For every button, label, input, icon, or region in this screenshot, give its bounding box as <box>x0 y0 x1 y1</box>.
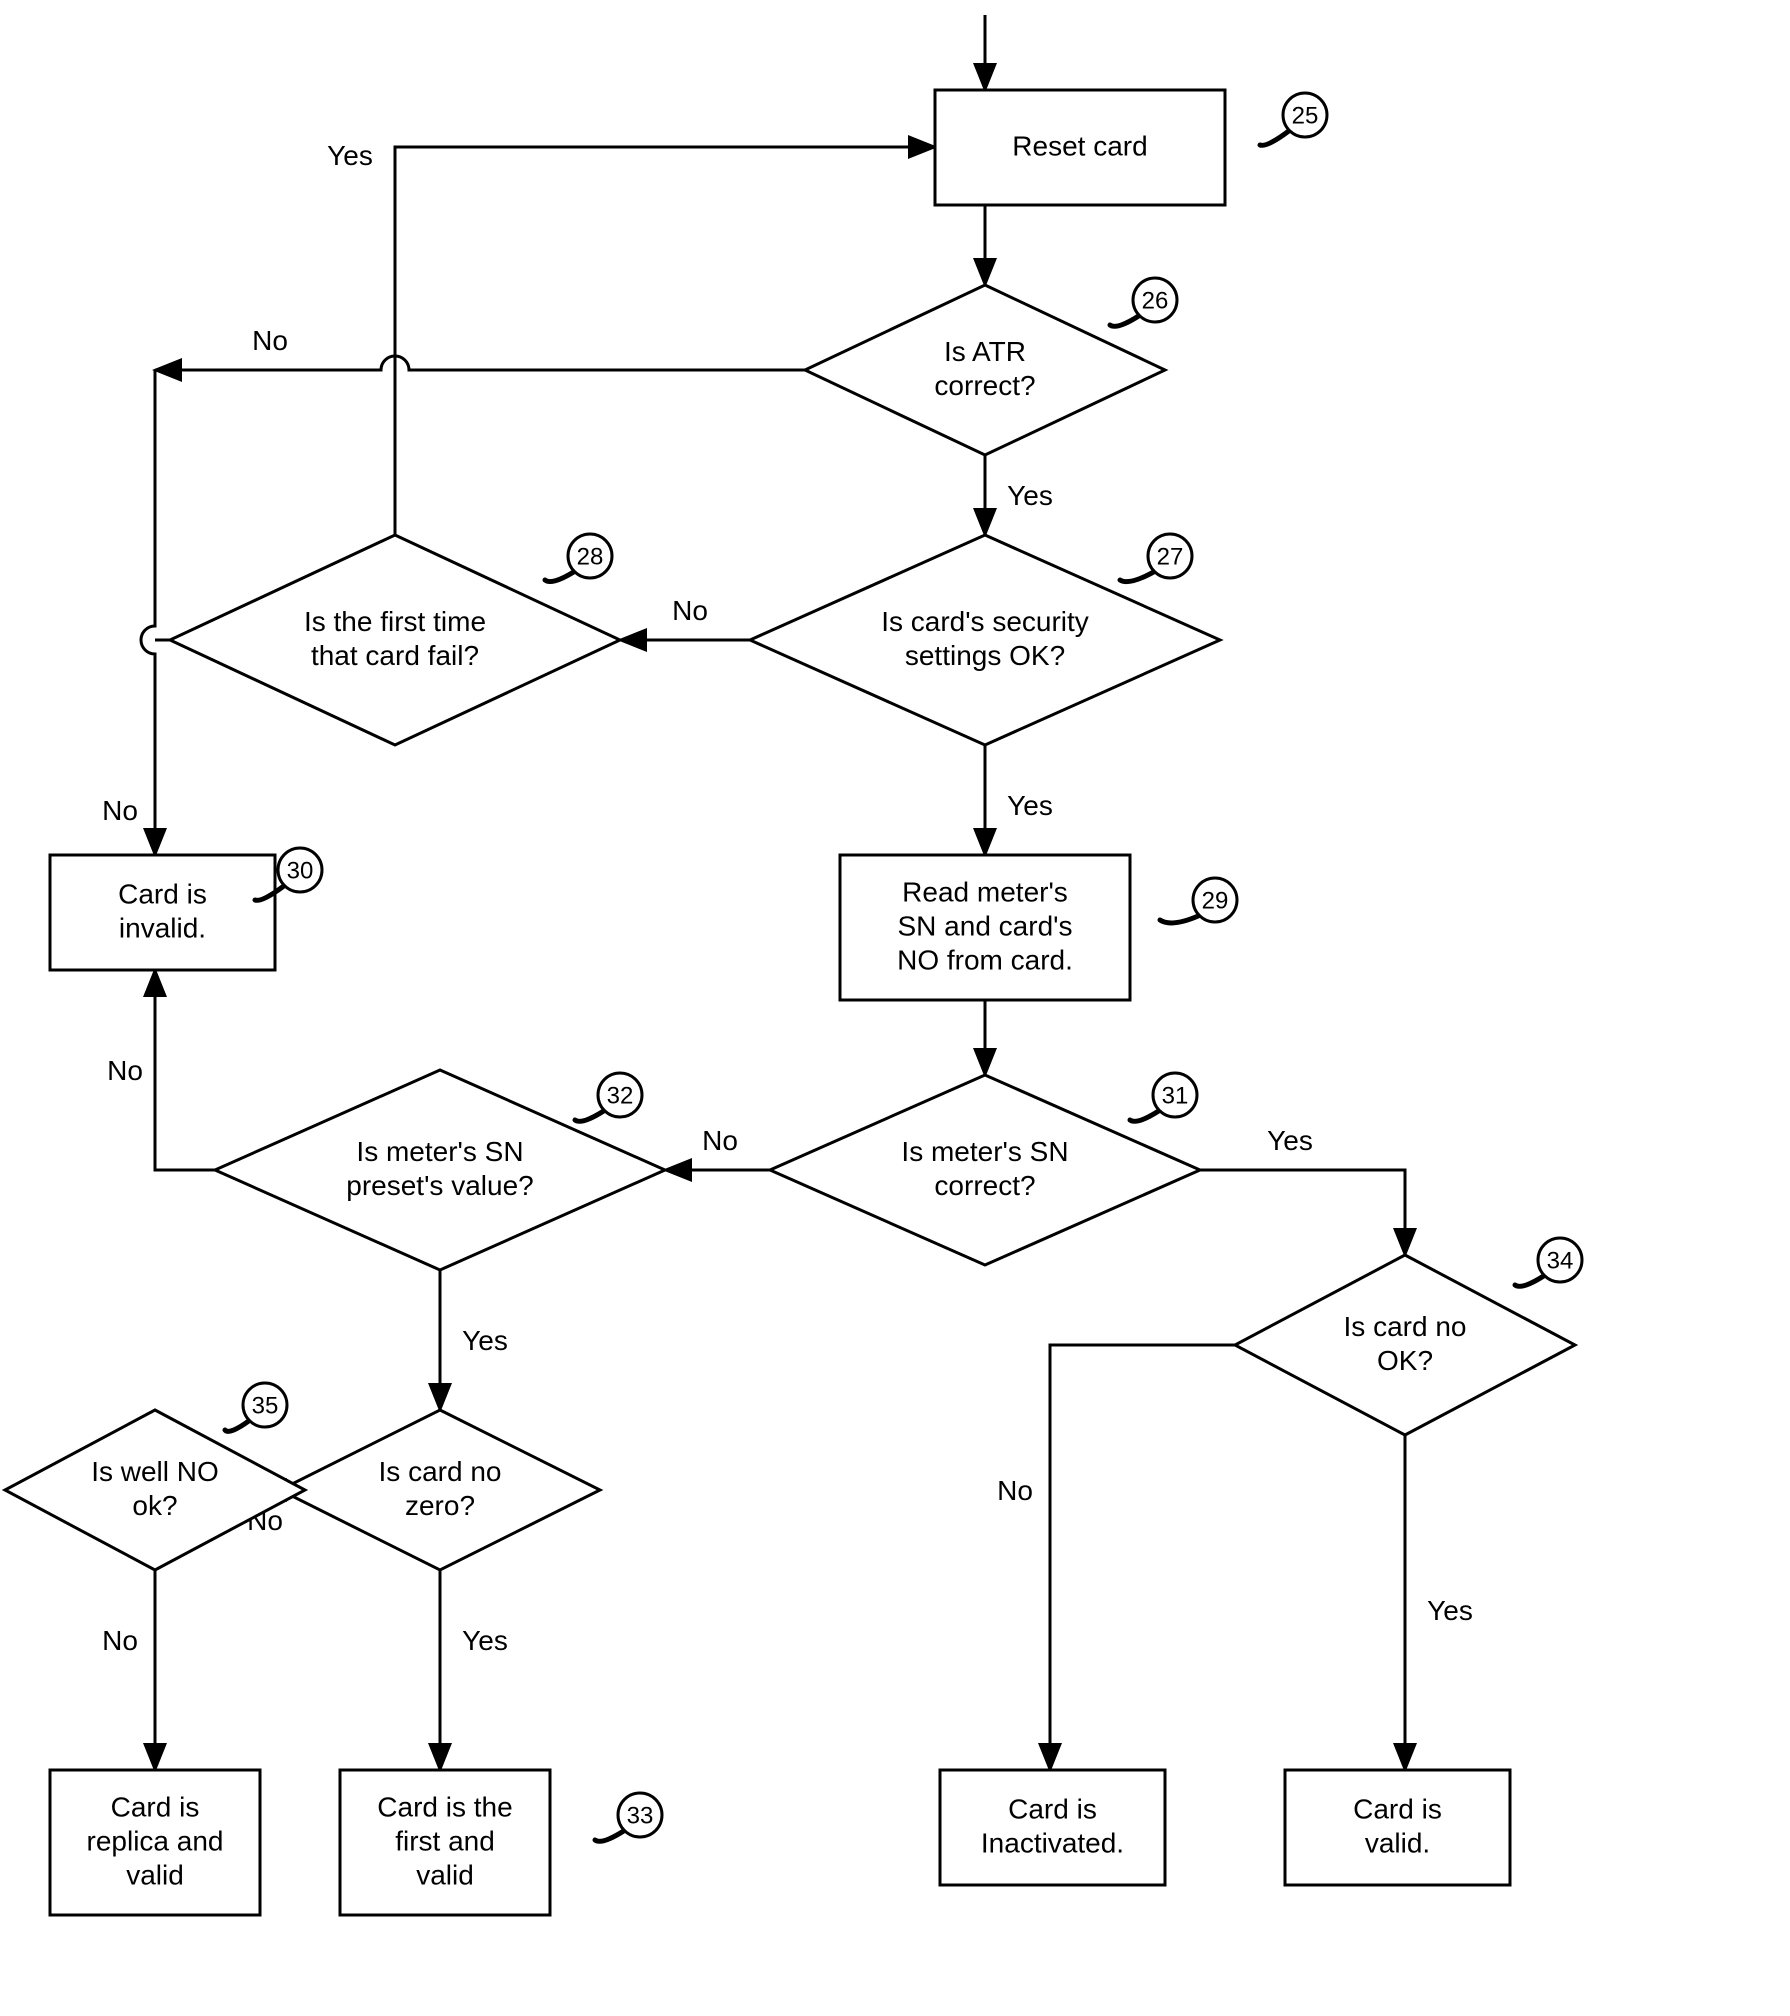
svg-text:32: 32 <box>607 1083 634 1110</box>
node-n28: Is the first timethat card fail? <box>170 535 620 745</box>
ref-marker-28: 28 <box>545 534 612 582</box>
svg-text:33: 33 <box>627 1803 654 1830</box>
edge-e_35_no_trp: No <box>102 1570 155 1770</box>
node-n30: Card isinvalid. <box>50 855 275 970</box>
edge-e_34_yes_tv: Yes <box>1405 1435 1473 1770</box>
flowchart-canvas: NoYesNoYesYesNoNoYesNoYesYesNoNoYesNo Re… <box>0 0 1790 2016</box>
edge-label-e_35_no_trp: No <box>102 1625 138 1656</box>
edge-label-e_34_yes_tv: Yes <box>1427 1595 1473 1626</box>
svg-text:30: 30 <box>287 858 314 885</box>
edge-e_33z_yes_tf: Yes <box>440 1570 508 1770</box>
nodes-layer: Reset cardIs ATRcorrect?Is card's securi… <box>5 90 1575 1915</box>
edge-e_32_no_30: No <box>107 970 215 1170</box>
edges-layer: NoYesNoYesYesNoNoYesNoYesYesNoNoYesNo <box>102 15 1473 1770</box>
ref-marker-31: 31 <box>1130 1073 1197 1121</box>
edge-label-e_32_no_30: No <box>107 1055 143 1086</box>
node-label-n29: Read meter'sSN and card'sNO from card. <box>897 877 1073 976</box>
edge-e_27_yes_29: Yes <box>985 745 1053 855</box>
edge-label-e_33z_yes_tf: Yes <box>462 1625 508 1656</box>
edge-label-e_26_no: No <box>252 325 288 356</box>
edge-e_26_no: No <box>155 325 805 370</box>
edge-label-e_28_yes_up: Yes <box>327 140 373 171</box>
edge-label-e_32_yes_33z: Yes <box>462 1325 508 1356</box>
ref-marker-29: 29 <box>1160 878 1237 923</box>
node-n34: Is card noOK? <box>1235 1255 1575 1435</box>
edge-e_31_no_32: No <box>665 1125 770 1170</box>
svg-text:34: 34 <box>1547 1248 1574 1275</box>
ref-marker-33: 33 <box>595 1793 662 1841</box>
ref-marker-35: 35 <box>225 1383 287 1431</box>
edge-label-e_31_yes_34: Yes <box>1267 1125 1313 1156</box>
edge-e_26_yes: Yes <box>985 455 1053 535</box>
ref-marker-26: 26 <box>1110 278 1177 326</box>
node-n35: Is well NOok? <box>5 1410 305 1570</box>
edge-label-e_31_no_32: No <box>702 1125 738 1156</box>
ref-marker-25: 25 <box>1260 93 1327 145</box>
node-n31: Is meter's SNcorrect? <box>770 1075 1200 1265</box>
edge-label-e_no_down_30: No <box>102 795 138 826</box>
node-n33z: Is card nozero? <box>280 1410 600 1570</box>
svg-text:25: 25 <box>1292 103 1319 130</box>
node-n25: Reset card <box>935 90 1225 205</box>
svg-text:31: 31 <box>1162 1083 1189 1110</box>
svg-text:29: 29 <box>1202 888 1229 915</box>
svg-text:27: 27 <box>1157 544 1184 571</box>
svg-text:35: 35 <box>252 1393 279 1420</box>
node-t_first: Card is thefirst andvalid <box>340 1770 550 1915</box>
edge-e_28_yes_up: Yes <box>327 140 935 535</box>
svg-text:26: 26 <box>1142 288 1169 315</box>
node-n26: Is ATRcorrect? <box>805 285 1165 455</box>
edge-e_32_yes_33z: Yes <box>440 1270 508 1410</box>
edge-label-e_34_no_tin: No <box>997 1475 1033 1506</box>
node-t_valid: Card isvalid. <box>1285 1770 1510 1885</box>
edge-label-e_27_yes_29: Yes <box>1007 790 1053 821</box>
ref-marker-27: 27 <box>1120 534 1192 582</box>
node-n29: Read meter'sSN and card'sNO from card. <box>840 855 1130 1000</box>
node-label-n25: Reset card <box>1012 131 1147 162</box>
edge-e_27_no_28: No <box>620 595 750 640</box>
node-t_inact: Card isInactivated. <box>940 1770 1165 1885</box>
edge-e_no_down_30: No <box>102 370 155 855</box>
edge-label-e_26_yes: Yes <box>1007 480 1053 511</box>
ref-marker-32: 32 <box>575 1073 642 1121</box>
edge-e_31_yes_34: Yes <box>1200 1125 1405 1255</box>
svg-text:28: 28 <box>577 544 604 571</box>
ref-marker-34: 34 <box>1515 1238 1582 1286</box>
node-t_replica: Card isreplica andvalid <box>50 1770 260 1915</box>
edge-label-e_27_no_28: No <box>672 595 708 626</box>
edge-e_34_no_tin: No <box>997 1345 1235 1770</box>
